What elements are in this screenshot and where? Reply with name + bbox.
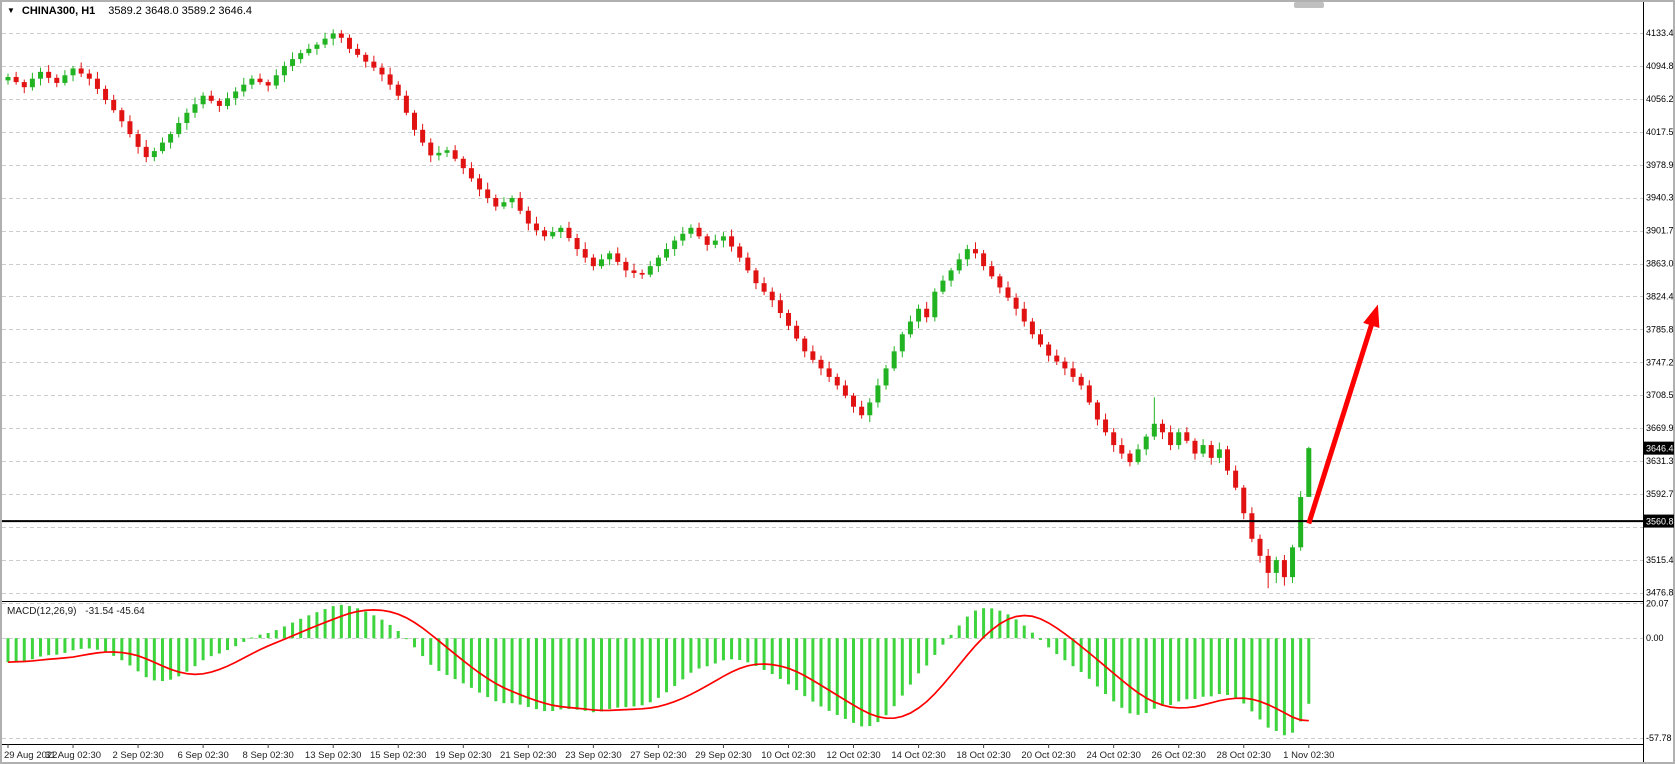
macd-signal-line <box>7 609 1309 722</box>
time-tick-label: 8 Sep 02:30 <box>243 750 294 761</box>
price-tick-label: 3747.2 <box>1646 357 1674 367</box>
price-tick-label: 3515.4 <box>1646 555 1674 565</box>
time-tick-label: 19 Sep 02:30 <box>435 750 492 761</box>
scrollbar-thumb[interactable] <box>1294 2 1324 8</box>
chart-title: ▼ CHINA300, H1 3589.2 3648.0 3589.2 3646… <box>7 5 252 17</box>
price-tick-label: 3901.7 <box>1646 226 1674 236</box>
trend-arrow[interactable] <box>1306 304 1380 525</box>
macd-indicator-label: MACD(12,26,9) -31.54 -45.64 <box>7 606 151 617</box>
time-tick-label: 21 Sep 02:30 <box>500 750 557 761</box>
price-gridlines <box>2 33 1643 594</box>
time-tick-label: 27 Sep 02:30 <box>630 750 687 761</box>
macd-histogram <box>6 604 1311 736</box>
time-tick-label: 13 Sep 02:30 <box>305 750 362 761</box>
chart-plot-area[interactable] <box>2 2 1643 601</box>
candles <box>5 29 1312 589</box>
time-tick-label: 23 Sep 02:30 <box>565 750 622 761</box>
symbol-dropdown-icon[interactable]: ▼ <box>7 6 15 15</box>
time-tick-label: 28 Oct 02:30 <box>1217 750 1271 761</box>
time-tick-label: 31 Aug 02:30 <box>45 750 101 761</box>
line-price-badge <box>1644 514 1674 528</box>
price-tick-label: 3863.0 <box>1646 259 1674 269</box>
time-tick-label: 14 Oct 02:30 <box>891 750 945 761</box>
price-tick-label: 4094.8 <box>1646 61 1674 71</box>
price-axis[interactable]: 4133.4 4094.8 4056.2 4017.5 3978.9 3940.3 3901… <box>1644 28 1674 598</box>
time-tick-label: 6 Sep 02:30 <box>177 750 228 761</box>
time-tick-label: 15 Sep 02:30 <box>370 750 427 761</box>
time-tick-label: 2 Sep 02:30 <box>112 750 163 761</box>
current-price-badge <box>1644 441 1674 455</box>
price-tick-label: 4133.4 <box>1646 28 1674 38</box>
price-tick-label: 3631.3 <box>1646 456 1674 466</box>
macd-scale-label: -57.78 <box>1646 733 1672 743</box>
time-tick-label: 10 Oct 02:30 <box>761 750 815 761</box>
macd-scale-label: 20.07 <box>1646 598 1669 608</box>
price-tick-label: 3708.5 <box>1646 390 1674 400</box>
time-tick-label: 24 Oct 02:30 <box>1086 750 1140 761</box>
macd-scale-labels[interactable]: 20.07 0.00 -57.78 <box>1646 598 1672 743</box>
price-tick-label: 3940.3 <box>1646 193 1674 203</box>
price-tick-label: 3476.8 <box>1646 588 1674 598</box>
price-tick-label: 3824.4 <box>1646 291 1674 301</box>
time-tick-label: 26 Oct 02:30 <box>1152 750 1206 761</box>
symbol-timeframe-label: CHINA300, H1 <box>21 5 96 17</box>
time-tick-label: 18 Oct 02:30 <box>956 750 1010 761</box>
ohlc-readout: 3589.2 3648.0 3589.2 3646.4 <box>108 5 253 17</box>
price-tick-label: 4017.5 <box>1646 127 1674 137</box>
price-tick-label: 3592.7 <box>1646 489 1674 499</box>
macd-values: -31.54 -45.64 <box>85 606 145 617</box>
price-tick-label: 3785.8 <box>1646 324 1674 334</box>
macd-scale-label: 0.00 <box>1646 633 1664 643</box>
time-tick-label: 29 Aug 2022 <box>4 750 57 761</box>
price-tick-label: 3978.9 <box>1646 160 1674 170</box>
current-price-badge-text: 3646.4 <box>1646 444 1674 454</box>
time-tick-label: 29 Sep 02:30 <box>695 750 752 761</box>
macd-name: MACD(12,26,9) <box>7 606 77 617</box>
line-price-badge-text: 3560.8 <box>1646 517 1674 527</box>
time-tick-label: 12 Oct 02:30 <box>826 750 880 761</box>
price-tick-label: 4056.2 <box>1646 94 1674 104</box>
time-tick-label: 20 Oct 02:30 <box>1021 750 1075 761</box>
time-tick-label: 1 Nov 02:30 <box>1283 750 1334 761</box>
price-tick-label: 3669.9 <box>1646 423 1674 433</box>
